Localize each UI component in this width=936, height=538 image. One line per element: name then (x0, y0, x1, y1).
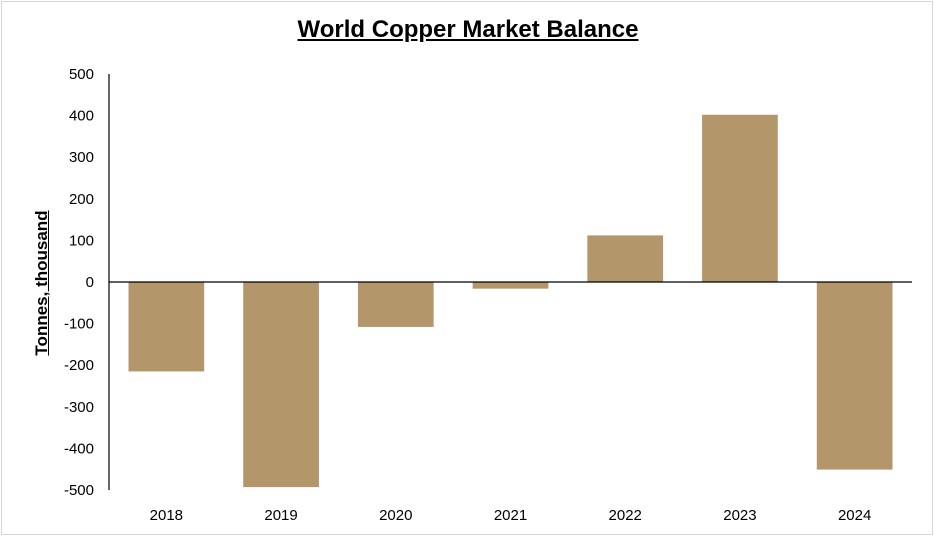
y-tick-label: -200 (64, 357, 94, 374)
y-tick-label: 400 (69, 108, 94, 125)
x-tick-label-2020: 2020 (379, 507, 412, 524)
x-tick-label-2019: 2019 (264, 507, 297, 524)
x-tick-label-2018: 2018 (150, 507, 183, 524)
y-tick-label: 100 (69, 232, 94, 249)
bar-2024 (816, 282, 893, 470)
y-tick-label: 200 (69, 191, 94, 208)
y-tick-label: -500 (64, 482, 94, 499)
y-tick-label: -100 (64, 316, 94, 333)
x-tick-label-2021: 2021 (494, 507, 527, 524)
y-tick-label: 300 (69, 149, 94, 166)
x-tick-label-2022: 2022 (609, 507, 642, 524)
bar-2018 (128, 282, 205, 372)
bar-2020 (357, 282, 434, 327)
bar-2019 (243, 282, 319, 488)
bar-2023 (702, 114, 778, 282)
y-tick-label: -400 (64, 440, 94, 457)
y-tick-label: 500 (69, 66, 94, 83)
y-tick-label: 0 (86, 274, 94, 291)
x-tick-label-2024: 2024 (838, 507, 871, 524)
x-tick-label-2023: 2023 (723, 507, 756, 524)
y-tick-labels: 500 400 300 200 100 0 -100 -200 -300 -400 -500 (64, 66, 94, 499)
y-tick-label: -300 (64, 399, 94, 416)
chart-title: World Copper Market Balance (297, 16, 639, 43)
bar-series (128, 114, 893, 488)
x-tick-labels: 2018 2019 2020 2021 2022 2023 2024 (150, 507, 872, 524)
bar-2022 (587, 235, 664, 282)
bar-2021 (472, 282, 549, 289)
